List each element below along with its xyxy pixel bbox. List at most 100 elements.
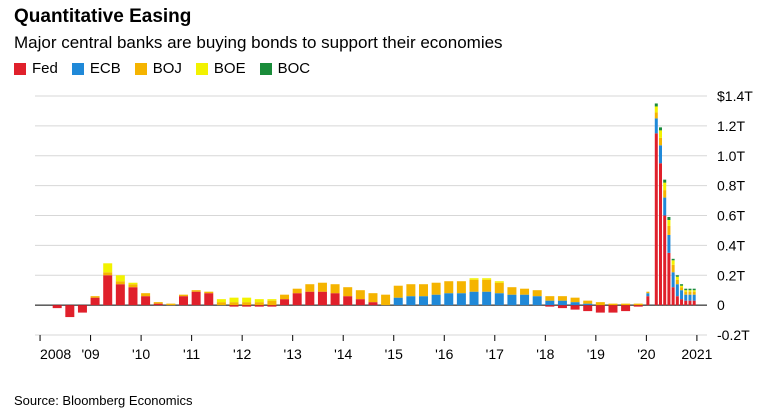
bar-boj	[305, 284, 315, 292]
bar-ecb	[688, 294, 692, 301]
bar-fed	[305, 291, 315, 306]
bar-fed	[153, 303, 163, 306]
bar-boj	[393, 285, 403, 298]
bar-boj	[646, 291, 650, 294]
bar-boj	[663, 190, 667, 198]
bar-boc	[692, 288, 696, 291]
bar-ecb	[684, 294, 688, 301]
bar-ecb	[570, 302, 580, 306]
bar-boj	[444, 281, 454, 294]
legend-swatch-ecb	[71, 62, 84, 75]
bar-ecb	[469, 291, 479, 306]
x-tick-label: '12	[233, 346, 251, 362]
bar-boc	[667, 216, 671, 220]
bar-ecb	[532, 296, 542, 306]
bar-boj	[431, 282, 441, 295]
bar-fed	[128, 287, 138, 306]
bar-boj	[671, 264, 675, 273]
legend-swatch-boc	[259, 62, 272, 75]
bar-boj	[90, 296, 100, 298]
bar-boe	[654, 106, 658, 113]
bar-ecb	[659, 145, 662, 164]
bar-fed	[280, 299, 290, 306]
x-tick-label: '18	[536, 346, 554, 362]
bar-fed	[684, 300, 688, 306]
bar-boe	[254, 299, 264, 303]
bar-boe	[494, 281, 504, 283]
bar-boj	[469, 279, 479, 292]
bar-fed	[368, 302, 378, 306]
source-note: Source: Bloomberg Economics	[14, 393, 193, 408]
y-tick-label: 0.6T	[717, 208, 745, 224]
bar-fed	[229, 305, 239, 307]
bar-fed	[608, 305, 618, 313]
legend-swatch-boj	[134, 62, 147, 75]
bar-boc	[680, 284, 684, 286]
bar-fed	[621, 305, 631, 312]
legend-item-fed: Fed	[14, 60, 58, 77]
x-tick-label: '16	[435, 346, 453, 362]
bar-boj	[343, 287, 353, 297]
bar-fed	[688, 300, 692, 306]
bar-ecb	[654, 118, 658, 134]
y-tick-label: 1.2T	[717, 118, 745, 134]
legend-item-boe: BOE	[195, 60, 246, 77]
bar-ecb	[456, 293, 466, 306]
bar-ecb	[557, 300, 567, 306]
bar-boj	[128, 284, 138, 288]
x-tick-label: '19	[587, 346, 605, 362]
bar-boj	[684, 291, 688, 295]
bar-ecb	[419, 296, 428, 306]
bar-boe	[229, 297, 239, 303]
bar-boc	[663, 179, 667, 183]
x-tick-label: 2008	[40, 346, 71, 362]
bar-fed	[90, 297, 100, 306]
bar-boj	[229, 302, 239, 306]
bar-fed	[292, 293, 302, 306]
bar-fed	[65, 305, 75, 318]
bar-fed	[204, 293, 214, 306]
bar-boj	[494, 282, 504, 294]
bar-boj	[507, 287, 517, 295]
bar-boe	[675, 276, 679, 280]
bar-fed	[115, 284, 125, 306]
bar-fed	[680, 299, 684, 306]
bar-boj	[267, 300, 277, 306]
bar-boe	[688, 290, 692, 292]
x-tick-label: '09	[81, 346, 99, 362]
bar-boc	[675, 275, 679, 277]
bar-boj	[292, 288, 302, 294]
bar-boj	[456, 281, 466, 294]
bar-fed	[667, 252, 671, 306]
bar-fed	[675, 296, 679, 306]
bar-boj	[153, 302, 163, 304]
bar-boe	[115, 275, 125, 282]
bar-boj	[166, 303, 176, 306]
bar-boc	[684, 288, 688, 291]
bar-boe	[671, 260, 675, 265]
bar-boj	[545, 296, 555, 301]
x-tick-label: '10	[132, 346, 150, 362]
legend-label-boe: BOE	[213, 60, 246, 77]
bar-fed	[52, 305, 62, 309]
bar-boe	[128, 282, 138, 285]
bar-boc	[688, 288, 692, 291]
bar-boj	[667, 225, 671, 235]
x-tick-label: '13	[284, 346, 302, 362]
legend-swatch-fed	[14, 62, 26, 75]
bar-ecb	[646, 293, 650, 297]
bar-ecb	[583, 303, 593, 306]
bar-ecb	[406, 296, 416, 306]
bar-fed	[659, 163, 662, 306]
legend-label-fed: Fed	[32, 60, 58, 77]
bar-boe	[692, 290, 696, 292]
bar-boj	[675, 279, 679, 285]
bar-boj	[242, 302, 252, 306]
bar-fed	[355, 299, 365, 306]
bar-boc	[671, 258, 675, 261]
bar-boj	[532, 290, 542, 297]
bar-boe	[663, 182, 667, 191]
bar-boj	[141, 293, 151, 297]
bar-boj	[583, 300, 593, 304]
bar-fed	[267, 305, 277, 307]
